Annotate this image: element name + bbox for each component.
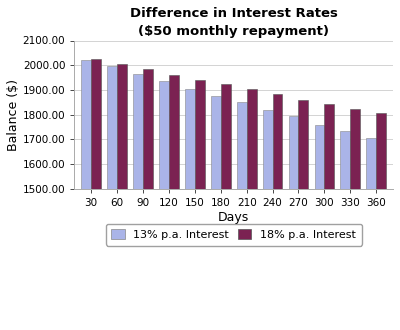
Bar — [366, 138, 376, 189]
Bar — [314, 125, 324, 189]
Bar — [247, 89, 256, 189]
Bar — [340, 131, 350, 189]
Bar — [117, 64, 127, 189]
Bar — [237, 102, 247, 189]
Legend: 13% p.a. Interest, 18% p.a. Interest: 13% p.a. Interest, 18% p.a. Interest — [106, 224, 362, 246]
Bar — [133, 74, 143, 189]
Bar — [221, 84, 231, 189]
Bar — [376, 114, 386, 189]
Title: Difference in Interest Rates
($50 monthly repayment): Difference in Interest Rates ($50 monthl… — [130, 7, 338, 38]
Bar — [211, 96, 221, 189]
X-axis label: Days: Days — [218, 211, 249, 224]
Bar — [91, 59, 101, 189]
Bar — [350, 109, 360, 189]
Bar — [169, 75, 179, 189]
Bar — [143, 69, 153, 189]
Bar — [81, 60, 91, 189]
Bar — [185, 89, 195, 189]
Bar — [324, 104, 334, 189]
Bar — [298, 100, 308, 189]
Bar — [263, 110, 272, 189]
Bar — [272, 94, 282, 189]
Bar — [289, 116, 298, 189]
Bar — [159, 81, 169, 189]
Y-axis label: Balance ($): Balance ($) — [7, 79, 20, 151]
Bar — [107, 66, 117, 189]
Bar — [195, 80, 205, 189]
